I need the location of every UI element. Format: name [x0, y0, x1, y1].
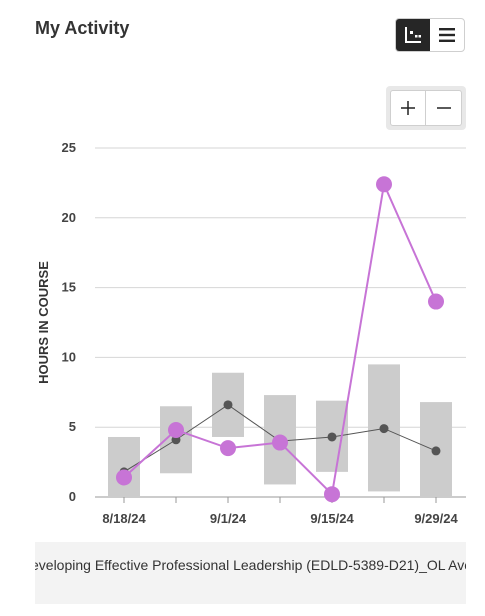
view-toggle [395, 18, 465, 52]
average-point [327, 432, 337, 442]
zoom-controls [386, 86, 466, 130]
zoom-out-button[interactable] [426, 90, 462, 126]
my-activity-point [428, 293, 444, 310]
my-activity-point [376, 176, 392, 193]
y-tick-label: 25 [62, 140, 76, 155]
y-axis-label: HOURS IN COURSE [36, 261, 51, 384]
my-activity-point [272, 434, 288, 451]
x-tick-label: 9/15/24 [310, 511, 354, 526]
my-activity-point [116, 469, 132, 486]
page-title: My Activity [35, 18, 130, 38]
y-tick-label: 0 [69, 489, 76, 504]
zoom-in-button[interactable] [390, 90, 426, 126]
x-tick-label: 8/18/24 [102, 511, 146, 526]
activity-chart: 0 5 10 15 20 25 HOURS IN COURSE 8/18/24 9/1/24 9/… [36, 140, 466, 526]
zoom-out-icon [436, 107, 451, 109]
x-tick-label: 9/1/24 [210, 511, 247, 526]
average-point [223, 400, 233, 410]
course-legend: eveloping Effective Professional Leaders… [35, 542, 466, 604]
chart-view-icon [405, 27, 421, 43]
my-activity-point [168, 421, 184, 438]
course-label: eveloping Effective Professional Leaders… [35, 557, 466, 573]
average-point [379, 424, 389, 434]
y-tick-label: 20 [62, 210, 76, 225]
y-tick-label: 5 [69, 419, 76, 434]
my-activity-point [220, 440, 236, 457]
chart-view-button[interactable] [396, 19, 430, 51]
zoom-in-icon [401, 101, 415, 115]
y-tick-label: 10 [62, 349, 76, 364]
x-tick-label: 9/29/24 [414, 511, 458, 526]
list-view-icon [439, 28, 455, 42]
average-point [431, 446, 441, 456]
my-activity-point [324, 486, 340, 503]
list-view-button[interactable] [430, 19, 464, 51]
y-tick-label: 15 [62, 280, 76, 295]
